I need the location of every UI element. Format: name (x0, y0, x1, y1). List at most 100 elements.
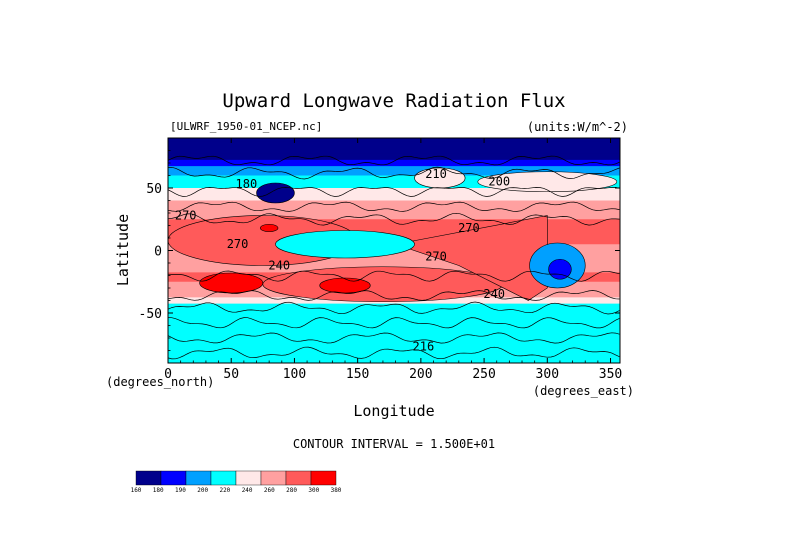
contour-label: 270 (175, 208, 197, 222)
latitude-band (168, 303, 620, 308)
x-axis-title: Longitude (353, 402, 434, 420)
latitude-band (168, 150, 620, 155)
x-tick-label: 250 (472, 367, 495, 382)
colorbar-label: 300 (308, 487, 319, 494)
x-tick-label: 300 (536, 367, 559, 382)
latitude-band (168, 178, 620, 183)
units-label: (units:W/m^-2) (527, 120, 628, 134)
colorbar-swatch (260, 470, 287, 486)
contour-label: 210 (425, 167, 447, 181)
latitude-band (168, 188, 620, 192)
colorbar-label: 160 (131, 487, 142, 494)
latitude-band (168, 322, 620, 327)
x-tick-label: 0 (164, 367, 172, 382)
latitude-band (168, 141, 620, 145)
contour-line (168, 201, 620, 212)
contour-labels: 210 180 200 270 270 240 270 270 240 216 (175, 167, 510, 354)
latitude-band (168, 156, 620, 161)
latitude-band (168, 194, 620, 198)
latitude-band (168, 200, 620, 205)
latitude-band (168, 253, 620, 258)
contour-interval: CONTOUR INTERVAL = 1.500E+01 (293, 437, 495, 451)
contour-label: 240 (483, 287, 505, 301)
colorbar-label: 240 (242, 487, 253, 494)
latitude-band (168, 359, 620, 363)
contour-line (168, 155, 620, 166)
contour-line (168, 212, 620, 226)
latitude-band (168, 259, 620, 264)
latitude-band (168, 341, 620, 345)
contour-label: 216 (413, 340, 435, 354)
colorbar-label: 220 (219, 487, 230, 494)
latitude-band (168, 347, 620, 352)
colorbar-label: 190 (175, 487, 186, 494)
latitude-band (168, 328, 620, 333)
flux-region (477, 171, 618, 193)
colorbar-label: 180 (153, 487, 164, 494)
contour-line (168, 270, 620, 282)
colorbar: 160 180 190 200 220 240 260 280 300 380 (131, 470, 342, 494)
colorbar-label: 380 (331, 487, 342, 494)
contour-label: 200 (488, 175, 510, 189)
latitude-band (168, 197, 620, 202)
contour-line (168, 332, 620, 344)
contour-line (168, 187, 620, 197)
latitude-band (168, 325, 620, 330)
latitude-band (168, 331, 620, 336)
latitude-band (168, 147, 620, 152)
colorbar-swatch (135, 470, 162, 486)
latitude-band (168, 228, 620, 233)
plot-area (168, 138, 620, 363)
flux-region (199, 272, 264, 294)
x-tick-label: 350 (599, 367, 622, 382)
x-unit-label: (degrees_east) (533, 384, 634, 398)
latitude-band (168, 159, 620, 164)
colorbar-swatch (185, 470, 212, 486)
colorbar-label: 280 (286, 487, 297, 494)
flux-region (259, 223, 279, 233)
latitude-band (168, 334, 620, 339)
contour-label: 270 (227, 237, 249, 251)
latitude-band (168, 231, 620, 236)
contour-label: 240 (268, 258, 290, 272)
flux-region (548, 258, 572, 280)
latitude-band (168, 222, 620, 227)
chart-title: Upward Longwave Radiation Flux (222, 90, 565, 112)
colorbar-swatch (210, 470, 237, 486)
colorbar-swatch (160, 470, 187, 486)
latitude-band (168, 181, 620, 186)
x-tick-label: 50 (223, 367, 239, 382)
latitude-band (168, 138, 620, 142)
latitude-band (168, 216, 620, 220)
latitude-band (168, 350, 620, 355)
latitude-band (168, 219, 620, 223)
latitude-band (168, 209, 620, 214)
colorbar-label: 200 (197, 487, 208, 494)
contour-line (168, 290, 620, 301)
latitude-band (168, 206, 620, 211)
file-label: [ULWRF_1950-01_NCEP.nc] (170, 120, 322, 133)
contour-label: 270 (458, 221, 480, 235)
flux-region (256, 182, 295, 204)
contour-line (168, 317, 620, 329)
colorbar-swatch (310, 470, 337, 486)
latitude-band (168, 144, 620, 148)
latitude-band (168, 356, 620, 361)
y-tick-label: -50 (139, 307, 162, 322)
contour-line (168, 346, 620, 360)
y-ticks: 50 0 -50 (139, 150, 620, 351)
latitude-band (168, 213, 620, 217)
contour-line (168, 301, 620, 315)
latitude-band (168, 300, 620, 305)
latitude-band (168, 184, 620, 189)
latitude-band (168, 191, 620, 195)
latitude-band (168, 353, 620, 358)
latitude-band (168, 172, 620, 177)
contour-lines (168, 155, 620, 360)
y-tick-label: 0 (154, 245, 162, 260)
colorbar-swatch (285, 470, 312, 486)
latitude-band (168, 256, 620, 261)
latitude-band (168, 163, 620, 167)
latitude-band (168, 313, 620, 317)
